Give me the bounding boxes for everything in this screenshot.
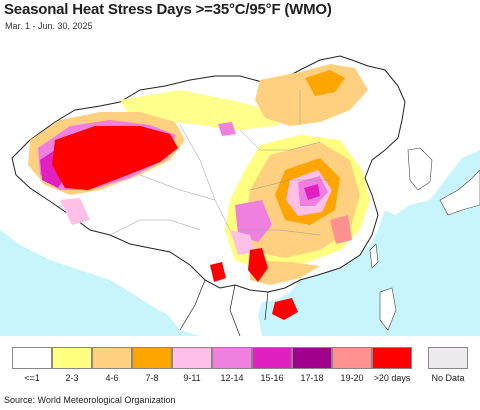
legend-swatch-4	[172, 347, 212, 369]
legend-label-6: 15-16	[260, 373, 284, 383]
legend-label-2: 4-6	[105, 373, 119, 383]
japan-land	[439, 169, 480, 216]
zone-4-6-south	[250, 260, 320, 285]
legend-swatch-0	[12, 347, 52, 369]
province-lines	[109, 90, 330, 236]
legend-label-0: <=1	[24, 373, 40, 383]
source-credit: Source: World Meteorological Organizatio…	[4, 395, 176, 405]
legend-label-4: 9-11	[183, 373, 201, 383]
zone-over-20-south-2	[210, 262, 226, 282]
zone-15-16-east	[304, 184, 320, 200]
legend-swatch-9	[372, 347, 412, 369]
legend-label-1: 2-3	[65, 373, 79, 383]
philippines-land	[379, 287, 397, 331]
zone-12-14-southwest	[235, 200, 272, 242]
zone-9-11-southwest	[230, 230, 255, 255]
map-title: Seasonal Heat Stress Days >=35°C/95°F (W…	[4, 1, 332, 18]
map-subtitle: Mar. 1 - Jun. 30, 2025	[5, 21, 93, 31]
korea-land	[407, 147, 433, 191]
heat-stress-map	[0, 30, 480, 336]
taiwan-land	[369, 243, 379, 269]
zone-19-20-southeast	[330, 215, 352, 244]
legend-swatch-1	[52, 347, 92, 369]
zone-over-20-xinjiang	[52, 126, 178, 190]
heat-zones	[28, 64, 370, 320]
legend-label-8: 19-20	[340, 373, 364, 383]
zone-9-11-west	[60, 198, 90, 225]
legend-label-no-data: No Data	[431, 373, 465, 383]
legend-swatch-2	[92, 347, 132, 369]
zone-over-20-hainan	[272, 298, 298, 320]
zone-7-8-northeast	[305, 70, 345, 96]
legend-label-7: 17-18	[300, 373, 324, 383]
zone-over-20-south-1	[248, 248, 268, 282]
legend-label-3: 7-8	[145, 373, 159, 383]
zone-12-14-inner-mongolia	[218, 122, 236, 136]
national-borders	[179, 279, 269, 336]
legend-swatch-6	[252, 347, 292, 369]
legend-swatch-3	[132, 347, 172, 369]
legend-label-5: 12-14	[220, 373, 244, 383]
legend-swatch-5	[212, 347, 252, 369]
legend-swatch-no-data	[428, 347, 468, 369]
legend-swatch-7	[292, 347, 332, 369]
legend-swatch-8	[332, 347, 372, 369]
legend-label-9: >20 days	[373, 373, 411, 383]
